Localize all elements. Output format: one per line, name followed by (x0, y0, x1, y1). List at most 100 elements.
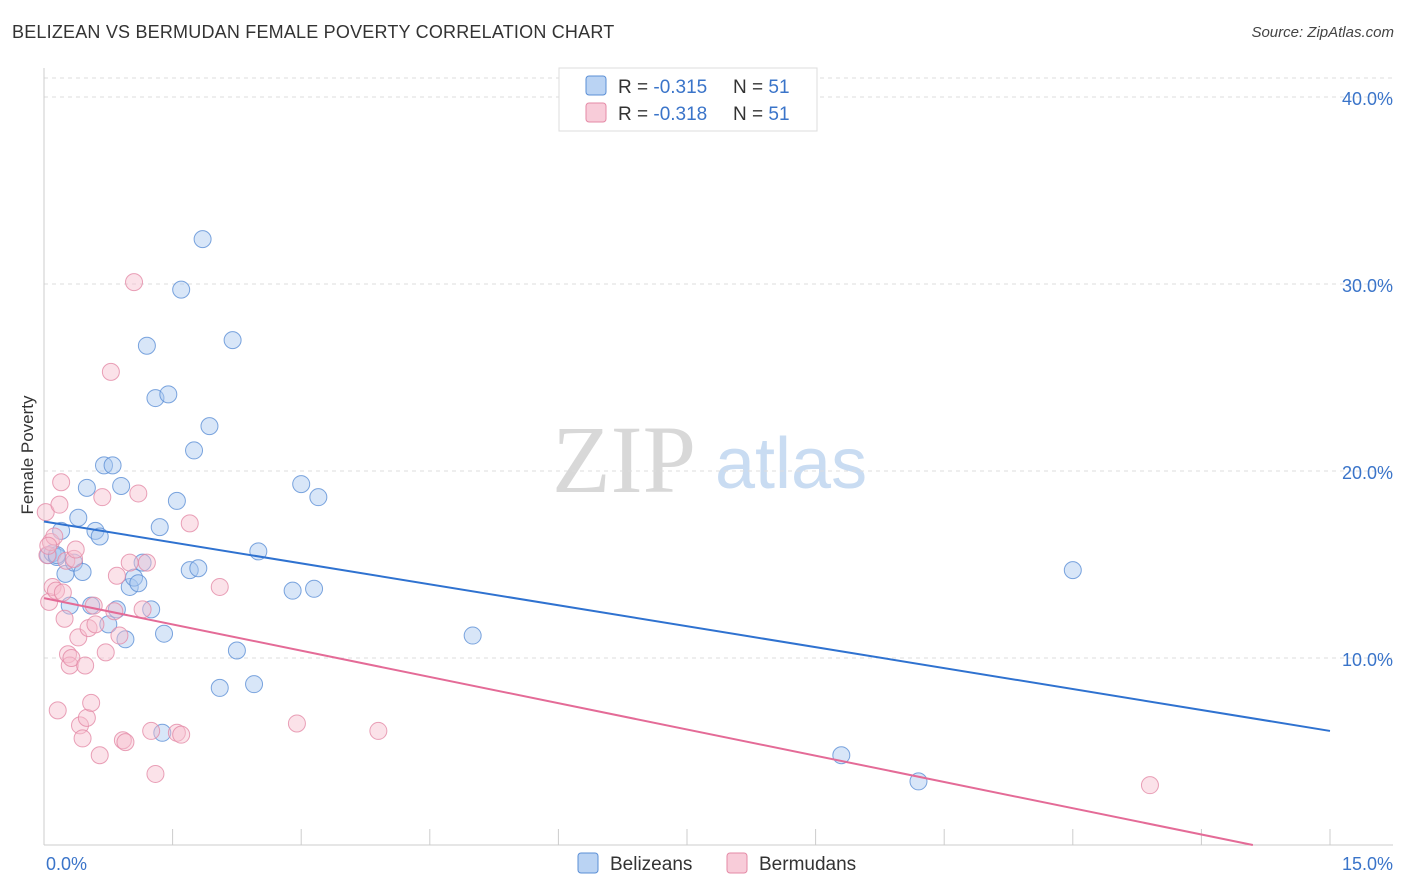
bermudans-point (90, 746, 109, 765)
series-legend-swatch-belizeans (577, 852, 599, 874)
belizeans-point (210, 678, 229, 697)
tick-labels: 10.0% 20.0% 30.0% 40.0% 0.0% 15.0% (46, 89, 1393, 874)
bermudans-point (1140, 776, 1159, 795)
legend-row-2-n: N = 51 (733, 104, 790, 125)
bermudans-point (101, 362, 120, 381)
watermark-zip: ZIP (552, 406, 696, 513)
bermudans-point (86, 615, 105, 634)
belizeans-point (69, 508, 88, 527)
bermudans-point (116, 733, 135, 752)
belizeans-point (155, 624, 174, 643)
legend-r-value-1: -0.315 (653, 77, 707, 98)
belizeans-point (99, 615, 118, 634)
chart-title: BELIZEAN VS BERMUDAN FEMALE POVERTY CORR… (12, 22, 615, 42)
series-legend: Belizeans Bermudans (577, 852, 856, 875)
y-tick-label: 20.0% (1342, 463, 1393, 483)
legend-n-label-1: N = (733, 77, 768, 98)
belizeans-point (129, 574, 148, 593)
y-axis-title: Female Poverty (18, 395, 37, 515)
data-points (36, 230, 1159, 795)
bermudans-point (107, 566, 126, 585)
bermudans-point (73, 729, 92, 748)
y-tick-label: 10.0% (1342, 650, 1393, 670)
bermudans-point (55, 609, 74, 628)
correlation-legend: R = -0.315 N = 51 R = -0.318 N = 51 (558, 67, 818, 132)
bermudans-point (66, 540, 85, 559)
legend-swatch-bermudans (585, 102, 607, 123)
source-label: Source: ZipAtlas.com (1251, 24, 1394, 41)
bermudans-trend-line (43, 597, 1254, 846)
bermudans-point (137, 553, 156, 572)
belizeans-point (150, 518, 169, 537)
belizeans-point (463, 626, 482, 645)
watermark: ZIP atlas (552, 406, 867, 513)
legend-r-label-1: R = (618, 77, 653, 98)
legend-r-value-2: -0.318 (653, 104, 707, 125)
x-tick-label-max: 15.0% (1342, 854, 1393, 874)
y-tick-label: 40.0% (1342, 89, 1393, 109)
belizeans-point (73, 562, 92, 581)
legend-n-label-2: N = (733, 104, 768, 125)
belizeans-point (133, 553, 152, 572)
trend-lines (43, 520, 1331, 846)
bermudans-point (93, 488, 112, 507)
belizeans-point (167, 491, 186, 510)
legend-row-2: R = -0.318 (618, 104, 707, 125)
bermudans-point (48, 701, 67, 720)
belizeans-point (112, 476, 131, 495)
grid-lines (44, 77, 1393, 659)
belizeans-point (1063, 561, 1082, 580)
bermudans-point (113, 731, 132, 750)
belizeans-point (245, 675, 264, 694)
belizeans-point (283, 581, 302, 600)
bermudans-point (39, 536, 58, 555)
belizeans-point (223, 331, 242, 350)
bermudans-point (146, 764, 165, 783)
bermudans-point (125, 273, 144, 292)
bermudans-point (47, 581, 66, 600)
bermudans-point (84, 596, 103, 615)
bermudans-point (53, 583, 72, 602)
belizeans-point (193, 230, 212, 249)
belizeans-point (227, 641, 246, 660)
bermudans-point (65, 549, 84, 568)
legend-r-label-2: R = (618, 104, 653, 125)
legend-n-value-1: 51 (768, 77, 789, 98)
bermudans-point (77, 708, 96, 727)
belizeans-point (172, 280, 191, 299)
belizeans-point (185, 441, 204, 460)
legend-n-value-2: 51 (768, 104, 789, 125)
series-legend-swatch-bermudans (726, 852, 748, 874)
bermudans-point (82, 693, 101, 712)
axes (43, 68, 1393, 846)
bermudans-point (96, 643, 115, 662)
series-legend-bermudans: Bermudans (759, 854, 856, 875)
belizeans-point (305, 579, 324, 598)
belizeans-point (137, 336, 156, 355)
belizeans-point (309, 488, 328, 507)
bermudans-point (120, 553, 139, 572)
belizeans-point (153, 723, 172, 742)
legend-row-1: R = -0.315 (618, 77, 707, 98)
belizeans-point (120, 577, 139, 596)
bermudans-point (69, 628, 88, 647)
belizeans-point (189, 559, 208, 578)
bermudans-point (287, 714, 306, 733)
bermudans-point (172, 725, 191, 744)
y-tick-label: 30.0% (1342, 276, 1393, 296)
bermudans-point (142, 721, 161, 740)
belizeans-trend-line (43, 520, 1331, 732)
bermudans-point (110, 626, 129, 645)
bermudans-point (369, 721, 388, 740)
belizeans-point (159, 385, 178, 404)
x-tick-label-min: 0.0% (46, 854, 87, 874)
belizeans-point (103, 456, 122, 475)
bermudans-point (45, 527, 64, 546)
belizeans-point (292, 475, 311, 494)
bermudans-point (52, 473, 71, 492)
bermudans-point (36, 503, 55, 522)
bermudans-point (50, 495, 69, 514)
bermudans-point (180, 514, 199, 533)
belizeans-point (77, 478, 96, 497)
